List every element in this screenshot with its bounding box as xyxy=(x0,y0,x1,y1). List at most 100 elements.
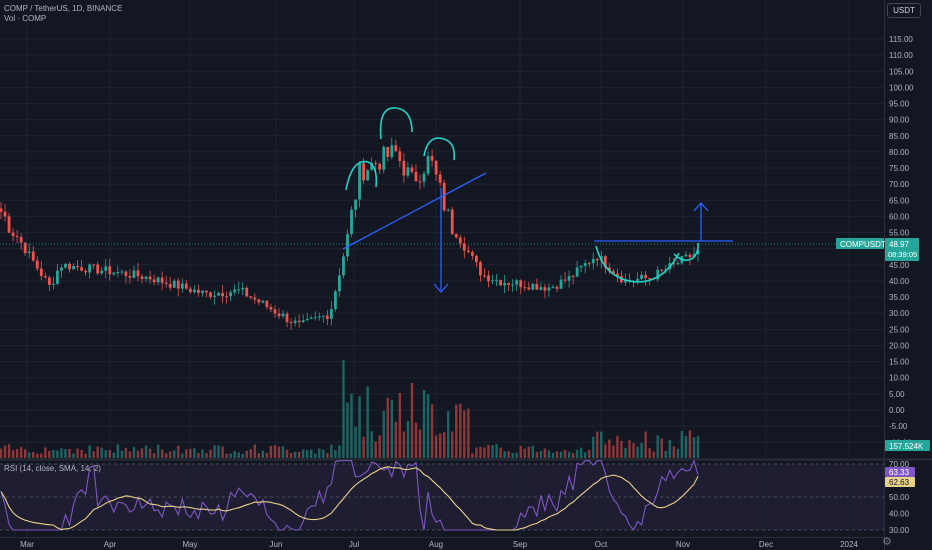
candle-body xyxy=(321,315,325,317)
volume-bar xyxy=(366,386,369,458)
candle-body xyxy=(31,251,35,261)
candle-body xyxy=(15,236,19,238)
drawings[interactable] xyxy=(342,107,733,293)
candle-body xyxy=(51,283,55,285)
candle-body xyxy=(454,233,458,238)
rsi-tick-label: 50.00 xyxy=(889,493,910,502)
volume-bar xyxy=(620,440,623,458)
volume-bar xyxy=(471,453,474,458)
volume-bar xyxy=(257,453,261,458)
handle-arc[interactable] xyxy=(673,242,699,262)
volume-bar xyxy=(108,449,111,458)
volume-bar xyxy=(616,435,619,458)
candle-body xyxy=(27,251,31,254)
candle-body xyxy=(394,145,398,152)
candle-body xyxy=(168,283,172,288)
volume-bar xyxy=(273,445,277,458)
volume-bar xyxy=(571,453,575,458)
volume-bar xyxy=(398,392,402,458)
volume-bar xyxy=(483,447,486,458)
volume-bar xyxy=(297,451,301,458)
volume-bar xyxy=(120,450,124,458)
volume-indicator-label[interactable]: Vol · COMP xyxy=(4,14,47,23)
price-tag-value: 48.97 xyxy=(889,240,910,249)
volume-bar xyxy=(281,446,285,458)
volume-bar xyxy=(515,452,518,458)
left-shoulder-arc[interactable] xyxy=(345,160,378,191)
rsi-indicator-label[interactable]: RSI (14, close, SMA, 14, 2) xyxy=(4,464,101,473)
price-tick-label: 55.00 xyxy=(889,229,910,238)
candle-body xyxy=(261,300,265,303)
volume-bar xyxy=(205,453,208,458)
candle-body xyxy=(470,252,474,256)
currency-button[interactable]: USDT xyxy=(887,3,921,18)
candle-body xyxy=(253,297,257,300)
candles xyxy=(0,137,700,331)
neckline-trendline[interactable] xyxy=(342,172,487,250)
volume-bar xyxy=(676,448,680,458)
candle-body xyxy=(390,145,394,157)
candle-body xyxy=(281,313,285,317)
volume-bar xyxy=(535,451,539,458)
volume-bar xyxy=(636,446,639,458)
candle-body xyxy=(289,322,293,324)
candle-body xyxy=(567,275,571,281)
volume-bar xyxy=(19,446,23,458)
candle-body xyxy=(422,173,426,182)
symbol-title[interactable]: COMP / TetherUS, 1D, BINANCE xyxy=(4,4,123,13)
volume-bar xyxy=(193,448,196,458)
candle-body xyxy=(543,287,547,291)
head-arc[interactable] xyxy=(379,107,413,140)
rsi-tick-label: 30.00 xyxy=(889,526,910,535)
candle-body xyxy=(19,237,23,243)
candle-body xyxy=(11,232,15,237)
candle-body xyxy=(221,293,224,297)
settings-gear-icon[interactable]: ⚙ xyxy=(882,536,892,548)
candle-body xyxy=(406,167,410,176)
price-tick-label: 110.00 xyxy=(889,51,913,60)
candle-body xyxy=(648,278,652,280)
volume-bar xyxy=(3,445,7,458)
cup-arc[interactable] xyxy=(595,245,680,283)
candle-body xyxy=(120,271,124,273)
price-tick-label: 95.00 xyxy=(889,100,910,109)
volume-bar xyxy=(680,430,684,458)
candle-body xyxy=(313,317,317,319)
volume-bar xyxy=(322,449,325,458)
volume-bar xyxy=(330,444,333,458)
right-shoulder-arc[interactable] xyxy=(423,137,456,161)
candle-body xyxy=(378,163,382,170)
volume-bar xyxy=(499,447,502,458)
volume-bar xyxy=(684,436,688,458)
candle-body xyxy=(382,147,386,170)
volume-bar xyxy=(402,431,406,458)
volume-bar xyxy=(112,452,116,458)
down-arrow-head[interactable] xyxy=(433,283,449,293)
volume-bar xyxy=(36,453,39,458)
main-pane[interactable] xyxy=(0,0,884,458)
candle-body xyxy=(124,271,128,276)
candle-body xyxy=(180,283,184,289)
candle-body xyxy=(402,160,406,176)
volume-bar xyxy=(338,445,341,458)
candle-body xyxy=(3,211,7,217)
candle-body xyxy=(184,283,188,289)
candle-body xyxy=(446,209,450,211)
price-tag-countdown: 08:39:05 xyxy=(888,250,917,259)
volume-bar xyxy=(265,452,269,458)
time-axis[interactable]: Mar Apr May Jun Jul Aug Sep Oct Nov Dec 2024 xyxy=(20,540,858,549)
rsi-line xyxy=(0,459,699,531)
up-arrow-head[interactable] xyxy=(693,202,709,212)
volume-bar xyxy=(225,453,228,458)
rsi-value-tags: 63.33 62.63 xyxy=(885,467,915,487)
candle-body xyxy=(249,296,253,298)
volume-bar xyxy=(390,399,394,458)
time-tick-label: Mar xyxy=(20,540,34,549)
volume-bar xyxy=(23,449,27,458)
volume-bar xyxy=(583,452,587,458)
candle-body xyxy=(358,163,361,200)
volume-bar xyxy=(696,436,700,458)
volume-bar xyxy=(394,421,398,458)
volume-bar xyxy=(575,449,579,458)
